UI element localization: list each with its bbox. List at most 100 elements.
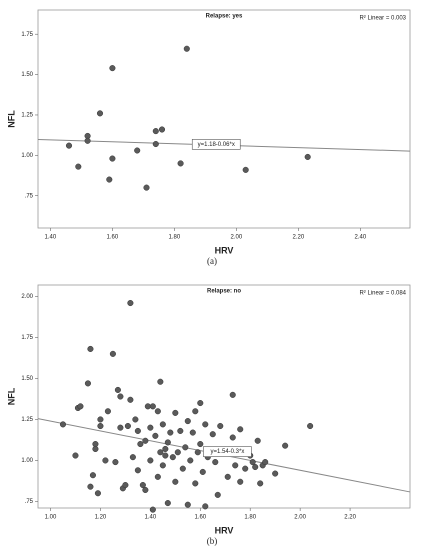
y-tick-label: 1.75 bbox=[21, 335, 33, 341]
y-tick-label: 1.75 bbox=[21, 32, 33, 38]
x-tick-label: 1.40 bbox=[45, 235, 57, 241]
y-tick-label: .75 bbox=[25, 499, 34, 505]
scatter-point bbox=[97, 422, 104, 430]
scatter-point bbox=[97, 416, 104, 423]
scatter-point bbox=[242, 465, 249, 472]
x-tick-label: 1.40 bbox=[145, 515, 157, 521]
scatter-point bbox=[162, 452, 169, 459]
y-tick-label: 1.25 bbox=[21, 417, 33, 423]
scatter-point bbox=[127, 396, 134, 403]
scatter-point bbox=[224, 473, 231, 480]
x-tick-label: 2.20 bbox=[293, 235, 305, 241]
x-tick-label: 1.60 bbox=[107, 235, 119, 241]
scatter-point bbox=[237, 426, 244, 433]
caption: (b) bbox=[207, 536, 218, 546]
x-axis-label: HRV bbox=[215, 245, 234, 255]
y-tick-label: 1.50 bbox=[21, 376, 33, 382]
caption: (a) bbox=[207, 256, 217, 266]
scatter-point bbox=[242, 166, 249, 173]
y-tick-label: 1.00 bbox=[21, 153, 33, 159]
plot-frame bbox=[37, 284, 411, 509]
scatter-point bbox=[127, 299, 134, 307]
scatter-point bbox=[84, 137, 91, 144]
scatter-point bbox=[139, 481, 146, 489]
scatter-point bbox=[159, 462, 166, 469]
scatter-point bbox=[192, 480, 199, 487]
x-tick-label: 1.80 bbox=[244, 515, 256, 521]
scatter-point bbox=[217, 422, 224, 430]
scatter-point bbox=[187, 457, 194, 464]
scatter-point bbox=[147, 424, 154, 431]
scatter-point bbox=[152, 140, 159, 148]
x-tick-label: 2.40 bbox=[355, 235, 367, 241]
scatter-point bbox=[164, 500, 171, 507]
scatter-point bbox=[158, 126, 166, 133]
scatter-point bbox=[172, 478, 179, 485]
scatter-point bbox=[237, 478, 244, 485]
scatter-point bbox=[194, 449, 201, 456]
chart-title: Relapse: yes bbox=[206, 14, 243, 20]
scatter-point bbox=[157, 378, 164, 385]
scatter-point bbox=[109, 65, 116, 72]
scatter-point bbox=[92, 445, 99, 453]
equation: y=1.18-0.06*x bbox=[198, 142, 235, 148]
x-tick-label: 2.00 bbox=[294, 515, 306, 521]
scatter-point bbox=[94, 490, 101, 497]
scatter-point bbox=[167, 429, 174, 436]
scatter-point bbox=[87, 345, 94, 352]
scatter-point bbox=[154, 408, 161, 415]
scatter-point bbox=[154, 473, 161, 480]
scatter-point bbox=[104, 408, 111, 415]
scatter-point bbox=[307, 422, 314, 430]
scatter-point bbox=[229, 434, 236, 441]
scatter-point bbox=[212, 459, 219, 466]
scatter-point bbox=[134, 147, 141, 154]
x-tick-label: 1.20 bbox=[95, 515, 107, 521]
y-tick-label: .75 bbox=[25, 193, 34, 199]
y-tick-label: 1.00 bbox=[21, 458, 33, 464]
plot-frame bbox=[37, 9, 411, 229]
equation: y=1.54-0.3*x bbox=[210, 449, 244, 455]
scatter-point bbox=[129, 454, 136, 461]
scatter-point bbox=[177, 160, 184, 167]
scatter-point bbox=[84, 380, 91, 387]
scatter-point bbox=[169, 454, 176, 461]
scatter-point bbox=[142, 437, 149, 444]
scatter-point bbox=[149, 506, 156, 513]
scatter-point bbox=[114, 386, 121, 393]
scatter-point bbox=[89, 472, 96, 479]
y-tick-label: 1.25 bbox=[21, 113, 33, 119]
y-axis-label: NFL bbox=[6, 387, 16, 405]
scatter-point bbox=[96, 110, 104, 117]
scatter-point bbox=[106, 176, 113, 183]
y-axis-label: NFL bbox=[6, 110, 16, 128]
scatter-point bbox=[229, 391, 236, 398]
scatter-point bbox=[197, 400, 204, 407]
scatter-point bbox=[252, 463, 259, 471]
x-tick-label: 1.00 bbox=[45, 515, 57, 521]
scatter-point bbox=[65, 142, 73, 149]
scatter-point bbox=[179, 465, 186, 472]
scatter-point bbox=[199, 468, 206, 475]
scatter-point bbox=[183, 45, 190, 52]
scatter-point bbox=[192, 408, 199, 415]
scatter-point bbox=[152, 432, 159, 439]
r-squared: R² Linear = 0.003 bbox=[359, 16, 406, 22]
scatter-point bbox=[143, 184, 150, 191]
scatter-point bbox=[202, 421, 209, 428]
scatter-point bbox=[184, 501, 191, 508]
scatter-point bbox=[109, 155, 116, 162]
scatter-point bbox=[59, 421, 67, 428]
scatter-point bbox=[254, 437, 261, 444]
scatter-point bbox=[182, 444, 189, 451]
scatter-point bbox=[112, 459, 119, 466]
scatter-point bbox=[272, 470, 279, 477]
scatter-point bbox=[304, 153, 311, 160]
chart-title: Relapse: no bbox=[207, 289, 241, 295]
scatter-point bbox=[75, 163, 82, 170]
scatter-point bbox=[162, 445, 169, 453]
scatter-point bbox=[147, 457, 154, 464]
x-axis-label: HRV bbox=[215, 525, 234, 535]
scatter-point bbox=[262, 459, 269, 466]
